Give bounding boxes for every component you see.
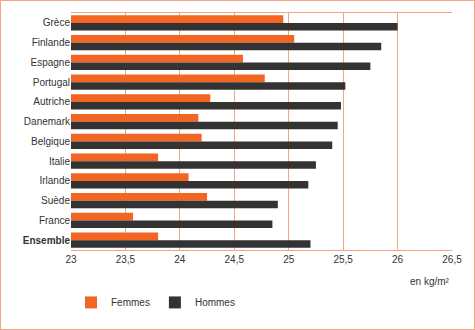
svg-text:Finlande: Finlande — [32, 37, 71, 48]
svg-text:France: France — [39, 215, 71, 226]
svg-text:25,5: 25,5 — [333, 254, 353, 265]
svg-text:24: 24 — [174, 254, 186, 265]
svg-text:en kg/m²: en kg/m² — [410, 276, 450, 287]
svg-text:Femmes: Femmes — [111, 297, 150, 308]
svg-text:Hommes: Hommes — [195, 297, 235, 308]
svg-text:26: 26 — [392, 254, 404, 265]
svg-text:Autriche: Autriche — [33, 96, 70, 107]
svg-text:Espagne: Espagne — [31, 57, 71, 68]
svg-text:Irlande: Irlande — [39, 175, 70, 186]
svg-text:Portugal: Portugal — [33, 77, 70, 88]
svg-text:Grèce: Grèce — [43, 17, 71, 28]
svg-text:23,5: 23,5 — [116, 254, 136, 265]
svg-text:24,5: 24,5 — [225, 254, 245, 265]
svg-text:Suède: Suède — [41, 195, 70, 206]
svg-text:23: 23 — [65, 254, 77, 265]
svg-text:Belgique: Belgique — [31, 136, 70, 147]
svg-text:Danemark: Danemark — [24, 116, 71, 127]
svg-text:26,5: 26,5 — [442, 254, 462, 265]
svg-text:Ensemble: Ensemble — [23, 235, 71, 246]
svg-text:Italie: Italie — [49, 156, 71, 167]
svg-text:25: 25 — [283, 254, 295, 265]
